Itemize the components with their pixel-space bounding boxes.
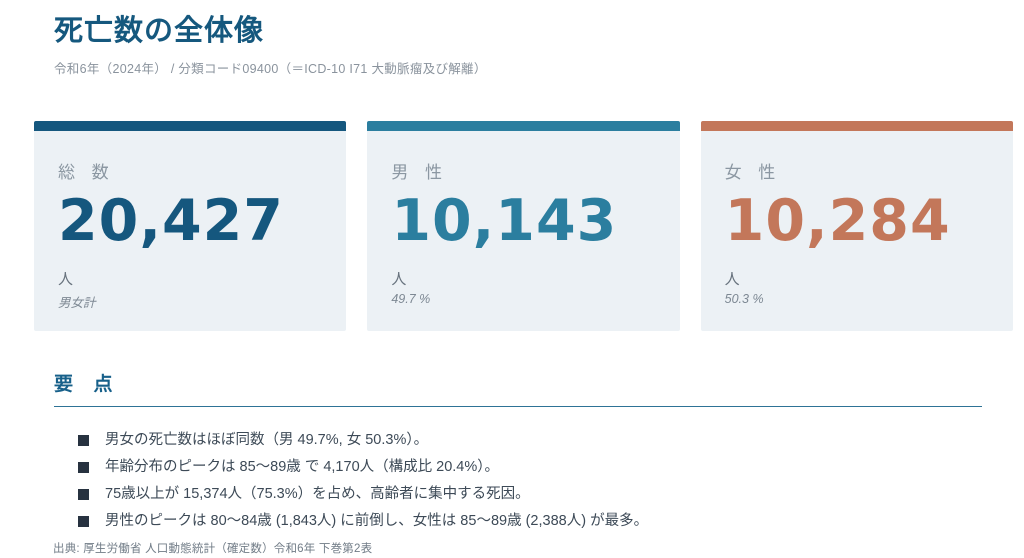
stat-card-unit: 人 — [724, 270, 740, 288]
key-points-list: 男女の死亡数はほぼ同数（男 49.7%, 女 50.3%）。 年齢分布のピークは… — [78, 430, 982, 531]
stat-card-note: 50.3 % — [724, 291, 764, 306]
stat-card-label: 男 性 — [391, 162, 448, 182]
key-point-item: 男女の死亡数はほぼ同数（男 49.7%, 女 50.3%）。 — [78, 430, 982, 450]
section-divider — [54, 405, 982, 407]
stat-card-unit: 人 — [58, 270, 74, 288]
key-point-item: 年齢分布のピークは 85〜89歳 で 4,170人（構成比 20.4%）。 — [78, 457, 982, 477]
stat-card-note: 男女計 — [58, 295, 96, 310]
source-note: 出典: 厚生労働省 人口動態統計（確定数）令和6年 下巻第2表 — [53, 542, 373, 555]
bullet-square-icon — [78, 461, 89, 473]
stat-card-note: 49.7 % — [391, 291, 431, 306]
page-header: 死亡数の全体像 令和6年（2024年） / 分類コード09400（＝ICD-10… — [0, 0, 1024, 77]
key-point-item: 男性のピークは 80〜84歳 (1,843人) に前倒し、女性は 85〜89歳 … — [78, 511, 982, 531]
page-subtitle: 令和6年（2024年） / 分類コード09400（＝ICD-10 I71 大動脈… — [54, 61, 487, 76]
bullet-square-icon — [78, 434, 89, 446]
stat-card-value: 10,284 — [724, 187, 951, 254]
stat-card-male: 男 性 10,143 人 49.7 % — [367, 120, 680, 331]
key-points-heading: 要 点 — [54, 373, 121, 395]
stat-cards-row: 総 数 20,427 人 男女計 男 性 10,143 人 49.7 % 女 性… — [34, 120, 1013, 331]
page-title: 死亡数の全体像 — [54, 15, 265, 47]
stat-card-value: 10,143 — [391, 187, 618, 254]
bullet-square-icon — [78, 488, 89, 500]
key-point-text: 男性のピークは 80〜84歳 (1,843人) に前倒し、女性は 85〜89歳 … — [105, 512, 649, 529]
key-point-text: 男女の死亡数はほぼ同数（男 49.7%, 女 50.3%）。 — [105, 431, 429, 448]
stat-card-total: 総 数 20,427 人 男女計 — [34, 120, 347, 331]
stat-card-female: 女 性 10,284 人 50.3 % — [700, 120, 1013, 331]
stat-card-value: 20,427 — [58, 187, 284, 254]
stat-card-label: 女 性 — [724, 162, 782, 182]
key-point-text: 年齢分布のピークは 85〜89歳 で 4,170人（構成比 20.4%）。 — [105, 458, 500, 475]
key-point-item: 75歳以上が 15,374人（75.3%）を占め、高齢者に集中する死因。 — [78, 484, 982, 504]
stat-card-unit: 人 — [391, 270, 407, 288]
key-points-section: 要 点 男女の死亡数はほぼ同数（男 49.7%, 女 50.3%）。 年齢分布の… — [54, 369, 982, 531]
key-point-text: 75歳以上が 15,374人（75.3%）を占め、高齢者に集中する死因。 — [105, 485, 530, 502]
bullet-square-icon — [78, 515, 89, 527]
stat-card-label: 総 数 — [58, 162, 115, 182]
